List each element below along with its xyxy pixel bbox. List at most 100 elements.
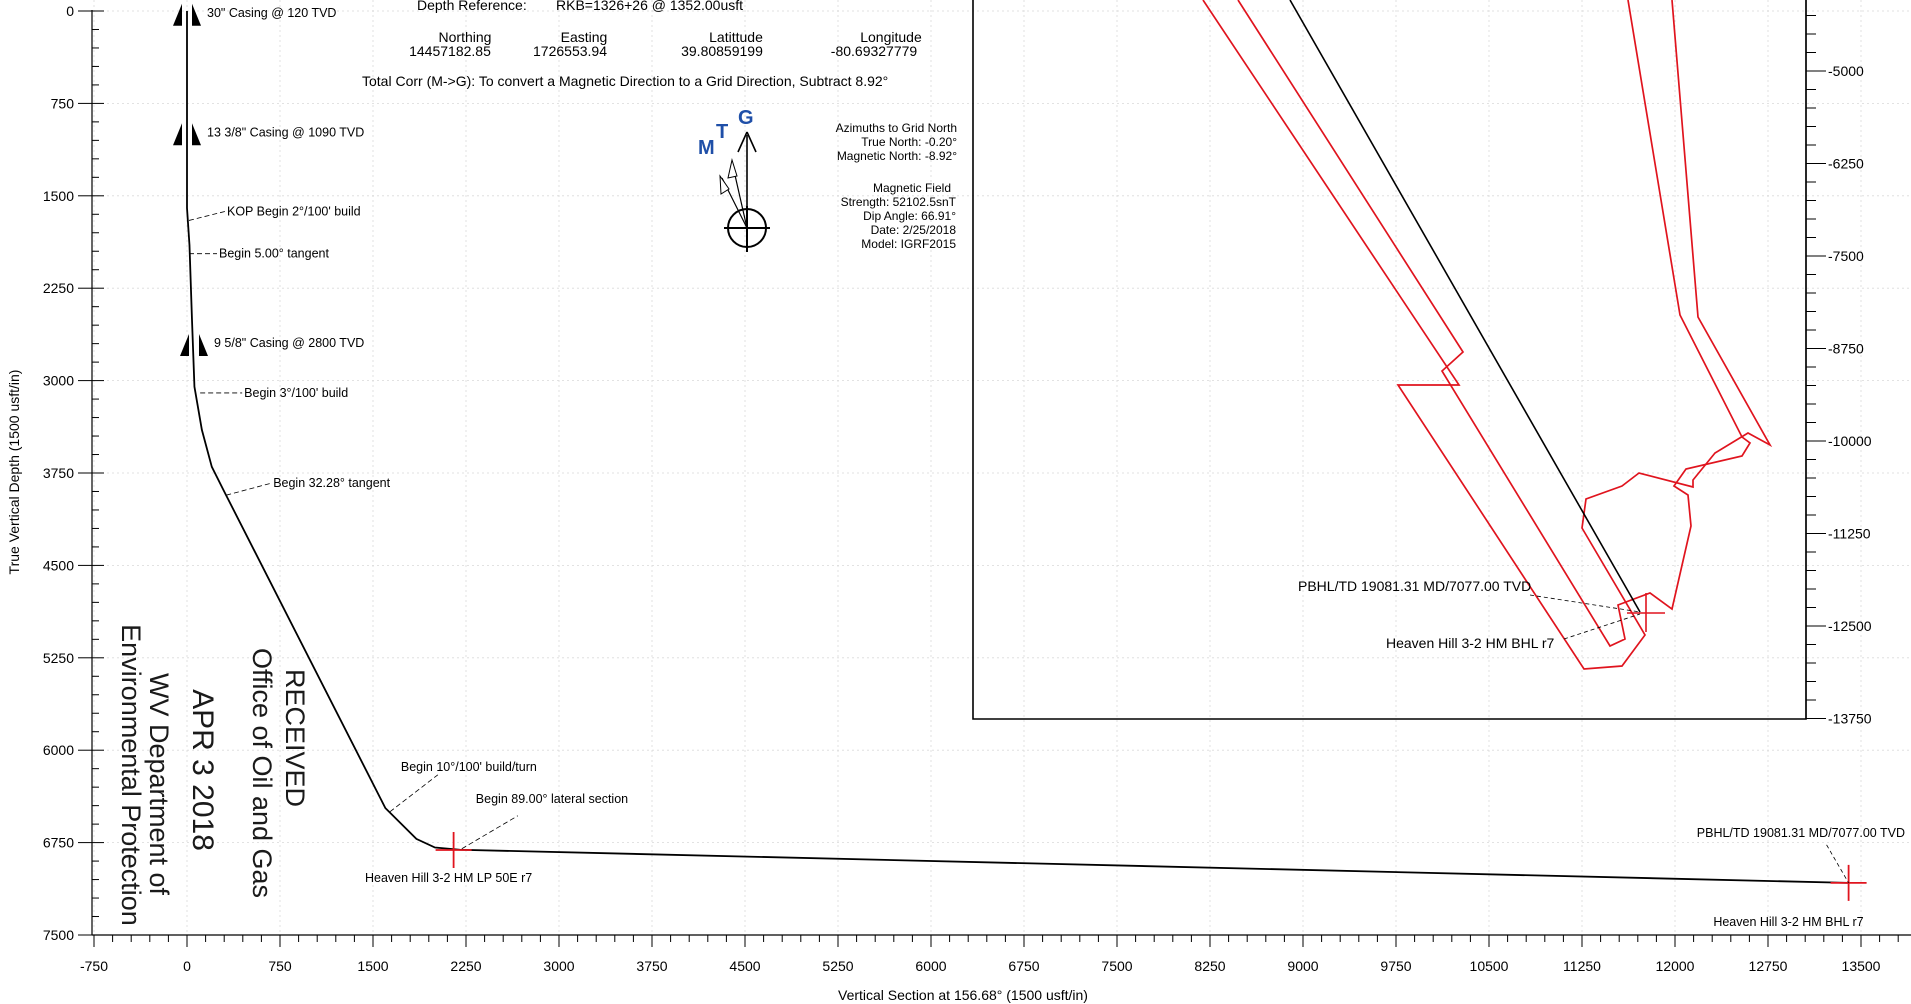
azimuth-block: Azimuths to Grid North True North: -0.20… <box>836 121 958 251</box>
annotation-label: Begin 32.28° tangent <box>273 476 390 490</box>
annotations: KOP Begin 2°/100' build Begin 5.00° tange… <box>188 204 628 850</box>
received-stamp: RECEIVED Office of Oil and Gas APR 3 201… <box>116 624 310 926</box>
inset-tick-label: -7500 <box>1828 248 1864 264</box>
x-tick-label: 5250 <box>822 958 853 974</box>
annotation-label: Begin 5.00° tangent <box>219 247 329 261</box>
longitude-label: Longitude <box>860 29 922 45</box>
grid-north-letter: G <box>738 107 754 129</box>
inset-pbhl-leader <box>1529 594 1641 613</box>
y-tick-label: 0 <box>66 3 74 19</box>
annotation-label: Begin 10°/100' build/turn <box>401 760 537 774</box>
axes <box>91 10 1911 936</box>
x-tick-label: 8250 <box>1194 958 1225 974</box>
true-north-letter: T <box>716 121 728 143</box>
stamp-line-2: Office of Oil and Gas <box>247 648 277 898</box>
stamp-date: APR 3 2018 <box>186 689 219 851</box>
easting-value: 1726553.94 <box>533 43 607 59</box>
stamp-line-4: Environmental Protection <box>116 624 146 926</box>
x-axis-title: Vertical Section at 156.68° (1500 usft/i… <box>838 987 1088 1003</box>
annotation-leader <box>389 774 439 813</box>
inset-bhl-leader <box>1563 613 1641 640</box>
casing-shoe-right <box>192 123 201 146</box>
x-tick-label: 6750 <box>1008 958 1039 974</box>
target-pbhl-label: PBHL/TD 19081.31 MD/7077.00 TVD <box>1697 826 1905 840</box>
casing-marker: 13 3/8" Casing @ 1090 TVD <box>173 123 364 146</box>
inset-bhl-label: Heaven Hill 3-2 HM BHL r7 <box>1386 635 1555 651</box>
annotation-leader <box>226 482 272 496</box>
longitude-value: -80.69327779 <box>831 43 918 59</box>
target-label: Heaven Hill 3-2 HM BHL r7 <box>1713 915 1863 929</box>
y-tick-label: 6750 <box>43 835 74 851</box>
x-tick-label: 2250 <box>450 958 481 974</box>
y-tick-label: 3000 <box>43 373 74 389</box>
y-tick-label: 2250 <box>43 280 74 296</box>
casing-label: 30" Casing @ 120 TVD <box>207 6 336 20</box>
annotation-label: Begin 3°/100' build <box>244 386 348 400</box>
casing-markers: 30" Casing @ 120 TVD 13 3/8" Casing @ 109… <box>173 3 364 356</box>
casing-label: 13 3/8" Casing @ 1090 TVD <box>207 125 364 139</box>
true-north-arrowhead <box>727 158 738 179</box>
grid-north-arrowhead <box>737 131 757 153</box>
header-block: Depth Reference: RKB=1326+26 @ 1352.00us… <box>362 0 922 89</box>
x-tick-label: 10500 <box>1470 958 1509 974</box>
inset-tick-label: -8750 <box>1828 341 1864 357</box>
annotation-leader <box>188 211 226 221</box>
inset-lease-boundary-outer <box>1202 0 1773 670</box>
y-tick-label: 5250 <box>43 650 74 666</box>
x-tick-label: 13500 <box>1842 958 1881 974</box>
x-tick-label: 9000 <box>1287 958 1318 974</box>
depth-reference-label: Depth Reference: <box>417 0 527 13</box>
annotation-label: Begin 89.00° lateral section <box>476 792 628 806</box>
x-tick-label: 3000 <box>543 958 574 974</box>
x-tick-label: 4500 <box>729 958 760 974</box>
inset-tick-label: -5000 <box>1828 63 1864 79</box>
azimuth-line-6: Dip Angle: 66.91° <box>863 209 956 223</box>
x-tick-label: 7500 <box>1101 958 1132 974</box>
y-axis-title: True Vertical Depth (1500 usft/in) <box>6 370 22 575</box>
y-tick-label: 4500 <box>43 557 74 573</box>
annotation-leader <box>461 815 519 850</box>
inset-wellbore-path <box>1289 0 1641 613</box>
latitude-value: 39.80859199 <box>681 43 763 59</box>
grid <box>92 0 1911 936</box>
casing-shoe-left <box>173 3 182 26</box>
casing-marker: 9 5/8" Casing @ 2800 TVD <box>180 333 364 356</box>
inset-tick-label: -10000 <box>1828 433 1872 449</box>
north-arrow: M T G <box>698 107 770 252</box>
y-tick-label: 6000 <box>43 742 74 758</box>
inset-tick-label: -13750 <box>1828 711 1872 727</box>
x-tick-label: 6000 <box>915 958 946 974</box>
easting-label: Easting <box>561 29 608 45</box>
northing-value: 14457182.85 <box>409 43 491 59</box>
inset-tick-label: -11250 <box>1828 526 1871 542</box>
casing-shoe-left <box>180 333 189 356</box>
magnetic-north-letter: M <box>698 137 715 159</box>
x-tick-label: 11250 <box>1563 958 1601 974</box>
inset-lease-boundary-inner <box>1237 0 1752 648</box>
magnetic-north-arrowhead <box>719 174 730 195</box>
x-tick-label: 1500 <box>357 958 388 974</box>
y-tick-label: 3750 <box>43 465 74 481</box>
casing-shoe-right <box>199 333 208 356</box>
y-tick-label: 1500 <box>43 188 74 204</box>
target-label: Heaven Hill 3-2 HM LP 50E r7 <box>365 871 532 885</box>
azimuth-line-5: Strength: 52102.5snT <box>841 195 957 209</box>
casing-marker: 30" Casing @ 120 TVD <box>173 3 336 26</box>
azimuth-line-2: True North: -0.20° <box>861 135 957 149</box>
inset-pbhl-label: PBHL/TD 19081.31 MD/7077.00 TVD <box>1298 578 1531 594</box>
inset-tick-label: -6250 <box>1828 156 1864 172</box>
inset-plan-view: -5000 -6250 -7500 -8750 -10000 -11250 -12500 -1… <box>972 0 1872 727</box>
casing-shoe-right <box>192 3 201 26</box>
x-tick-label: 9750 <box>1380 958 1411 974</box>
ticks: -750 0 750 1500 2250 3000 3750 4500 5250 6000 6750… <box>43 3 1899 974</box>
target-pbhl-leader <box>1826 844 1849 884</box>
annotation-label: KOP Begin 2°/100' build <box>227 204 361 218</box>
x-tick-label: 12750 <box>1749 958 1788 974</box>
x-tick-label: -750 <box>80 958 108 974</box>
casing-label: 9 5/8" Casing @ 2800 TVD <box>214 336 364 350</box>
x-tick-label: 3750 <box>636 958 667 974</box>
northing-label: Northing <box>439 29 492 45</box>
depth-reference-value: RKB=1326+26 @ 1352.00usft <box>556 0 743 13</box>
azimuth-line-7: Date: 2/25/2018 <box>871 223 957 237</box>
